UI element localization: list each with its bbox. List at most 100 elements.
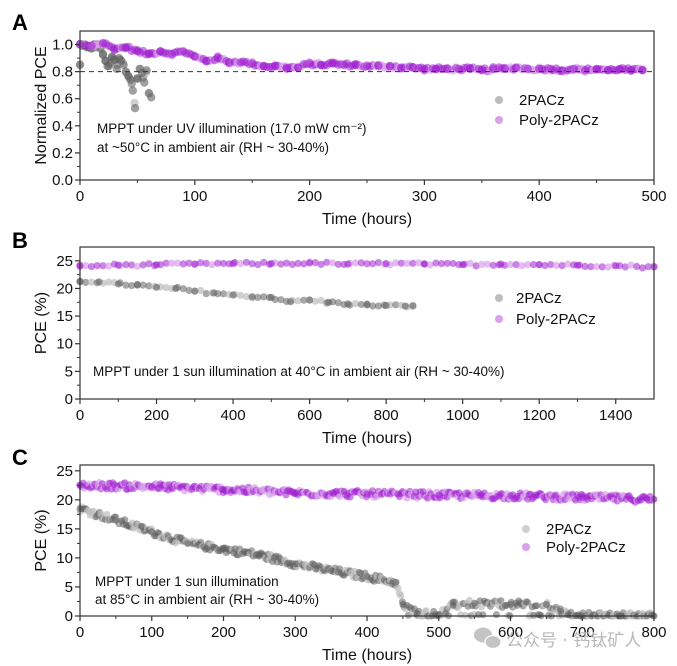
data-point-2pacz xyxy=(179,285,187,293)
data-point-2pacz xyxy=(162,284,170,292)
data-point-2pacz xyxy=(255,551,263,559)
data-point-poly-2pacz xyxy=(121,43,131,52)
legend-marker-2pacz xyxy=(495,96,503,104)
data-point-poly-2pacz xyxy=(535,64,544,74)
panel-c-legend: 2PACz Poly-2PACz xyxy=(522,521,626,556)
x-tick-label: 500 xyxy=(641,188,666,205)
y-tick-label: 15 xyxy=(56,308,73,325)
data-point-poly-2pacz xyxy=(93,262,101,270)
y-tick-label: 25 xyxy=(56,253,73,270)
data-point-poly-2pacz xyxy=(267,260,275,268)
data-point-poly-2pacz xyxy=(507,492,514,500)
data-point-poly-2pacz xyxy=(426,261,434,269)
data-point-poly-2pacz xyxy=(294,259,302,267)
data-point-poly-2pacz xyxy=(202,259,210,267)
data-point-poly-2pacz xyxy=(621,263,629,271)
data-point-2pacz xyxy=(382,302,390,310)
data-point-poly-2pacz xyxy=(259,61,268,71)
y-tick-label: 0.0 xyxy=(52,172,73,189)
x-tick-label: 1400 xyxy=(599,407,632,424)
data-point-poly-2pacz xyxy=(82,262,90,270)
y-tick-label: 0.2 xyxy=(52,145,73,162)
data-point-poly-2pacz xyxy=(248,59,257,68)
y-tick-label: 0 xyxy=(65,391,73,408)
y-tick-label: 0.4 xyxy=(52,118,73,135)
data-point-poly-2pacz xyxy=(408,63,418,72)
data-point-poly-2pacz xyxy=(351,60,360,70)
panel-c-y-ticks: 0 5 10 15 20 25 xyxy=(56,463,80,625)
data-point-poly-2pacz xyxy=(369,260,377,268)
data-point-poly-2pacz xyxy=(271,61,280,71)
data-point-poly-2pacz xyxy=(277,260,285,268)
data-point-poly-2pacz xyxy=(148,483,156,490)
y-tick-label: 5 xyxy=(65,579,73,596)
data-point-poly-2pacz xyxy=(459,261,467,269)
data-point-2pacz xyxy=(374,302,383,310)
legend-label-2pacz: 2PACz xyxy=(546,521,592,538)
data-point-2pacz xyxy=(248,293,256,301)
panel-a-y-ticks: 0.0 0.2 0.4 0.6 0.8 1.0 xyxy=(52,37,80,189)
data-point-poly-2pacz xyxy=(454,64,463,74)
data-point-poly-2pacz xyxy=(541,261,549,270)
wechat-icon xyxy=(474,627,502,650)
data-point-2pacz xyxy=(277,296,285,304)
data-point-poly-2pacz xyxy=(237,259,245,268)
data-point-poly-2pacz xyxy=(489,64,498,74)
x-tick-label: 400 xyxy=(527,188,552,205)
panel-b-x-axis-title: Time (hours) xyxy=(322,430,412,447)
data-point-poly-2pacz xyxy=(168,259,176,267)
data-point-poly-2pacz xyxy=(403,259,411,267)
data-point-poly-2pacz xyxy=(529,261,538,269)
y-tick-label: 0.8 xyxy=(52,64,73,81)
data-point-poly-2pacz xyxy=(397,259,405,267)
y-tick-label: 0.6 xyxy=(52,91,73,108)
data-point-poly-2pacz xyxy=(139,261,147,269)
data-point-2pacz xyxy=(130,104,140,113)
panel-letter-a: A xyxy=(12,10,28,35)
data-point-poly-2pacz xyxy=(293,63,303,72)
data-point-2pacz xyxy=(196,286,205,295)
y-tick-label: 1.0 xyxy=(52,37,73,54)
panel-b-y-axis-title: PCE (%) xyxy=(33,292,50,354)
data-point-poly-2pacz xyxy=(128,261,136,269)
data-point-2pacz xyxy=(87,278,96,286)
panel-c-y-axis-title: PCE (%) xyxy=(33,509,50,571)
panel-b-points xyxy=(76,258,658,311)
data-point-poly-2pacz xyxy=(300,260,308,268)
data-point-poly-2pacz xyxy=(98,39,108,48)
data-point-poly-2pacz xyxy=(317,260,325,268)
data-point-poly-2pacz xyxy=(110,44,119,53)
data-point-poly-2pacz xyxy=(87,263,96,271)
data-point-2pacz xyxy=(363,573,371,580)
data-point-poly-2pacz xyxy=(105,262,113,270)
data-point-2pacz xyxy=(399,600,407,608)
data-point-poly-2pacz xyxy=(362,61,372,71)
y-tick-label: 10 xyxy=(56,550,73,567)
data-point-poly-2pacz xyxy=(580,66,590,75)
x-tick-label: 700 xyxy=(570,624,595,641)
data-point-2pacz xyxy=(542,600,550,608)
data-point-poly-2pacz xyxy=(552,261,561,269)
data-point-poly-2pacz xyxy=(438,260,446,268)
data-point-poly-2pacz xyxy=(523,64,532,74)
data-point-poly-2pacz xyxy=(638,264,647,272)
data-point-2pacz xyxy=(148,528,156,536)
data-point-poly-2pacz xyxy=(346,493,354,501)
data-point-2pacz xyxy=(449,602,457,609)
data-point-2pacz xyxy=(220,545,227,553)
data-point-poly-2pacz xyxy=(564,260,572,268)
data-point-2pacz xyxy=(311,297,319,305)
panel-c-x-ticks: 0 100 200 300 400 500 600 700 800 xyxy=(76,616,667,641)
data-point-2pacz xyxy=(242,293,251,301)
data-point-poly-2pacz xyxy=(152,261,161,269)
data-point-2pacz xyxy=(351,300,360,308)
data-point-poly-2pacz xyxy=(466,64,475,74)
panel-b: B 0 200 400 600 800 1000 1200 1400 0 5 10 15 20 25 T… xyxy=(12,228,658,447)
data-point-2pacz xyxy=(128,282,136,290)
x-tick-label: 400 xyxy=(354,624,379,641)
data-point-poly-2pacz xyxy=(466,259,474,268)
data-point-poly-2pacz xyxy=(497,260,505,268)
data-point-2pacz xyxy=(300,296,308,304)
data-point-poly-2pacz xyxy=(220,485,227,493)
